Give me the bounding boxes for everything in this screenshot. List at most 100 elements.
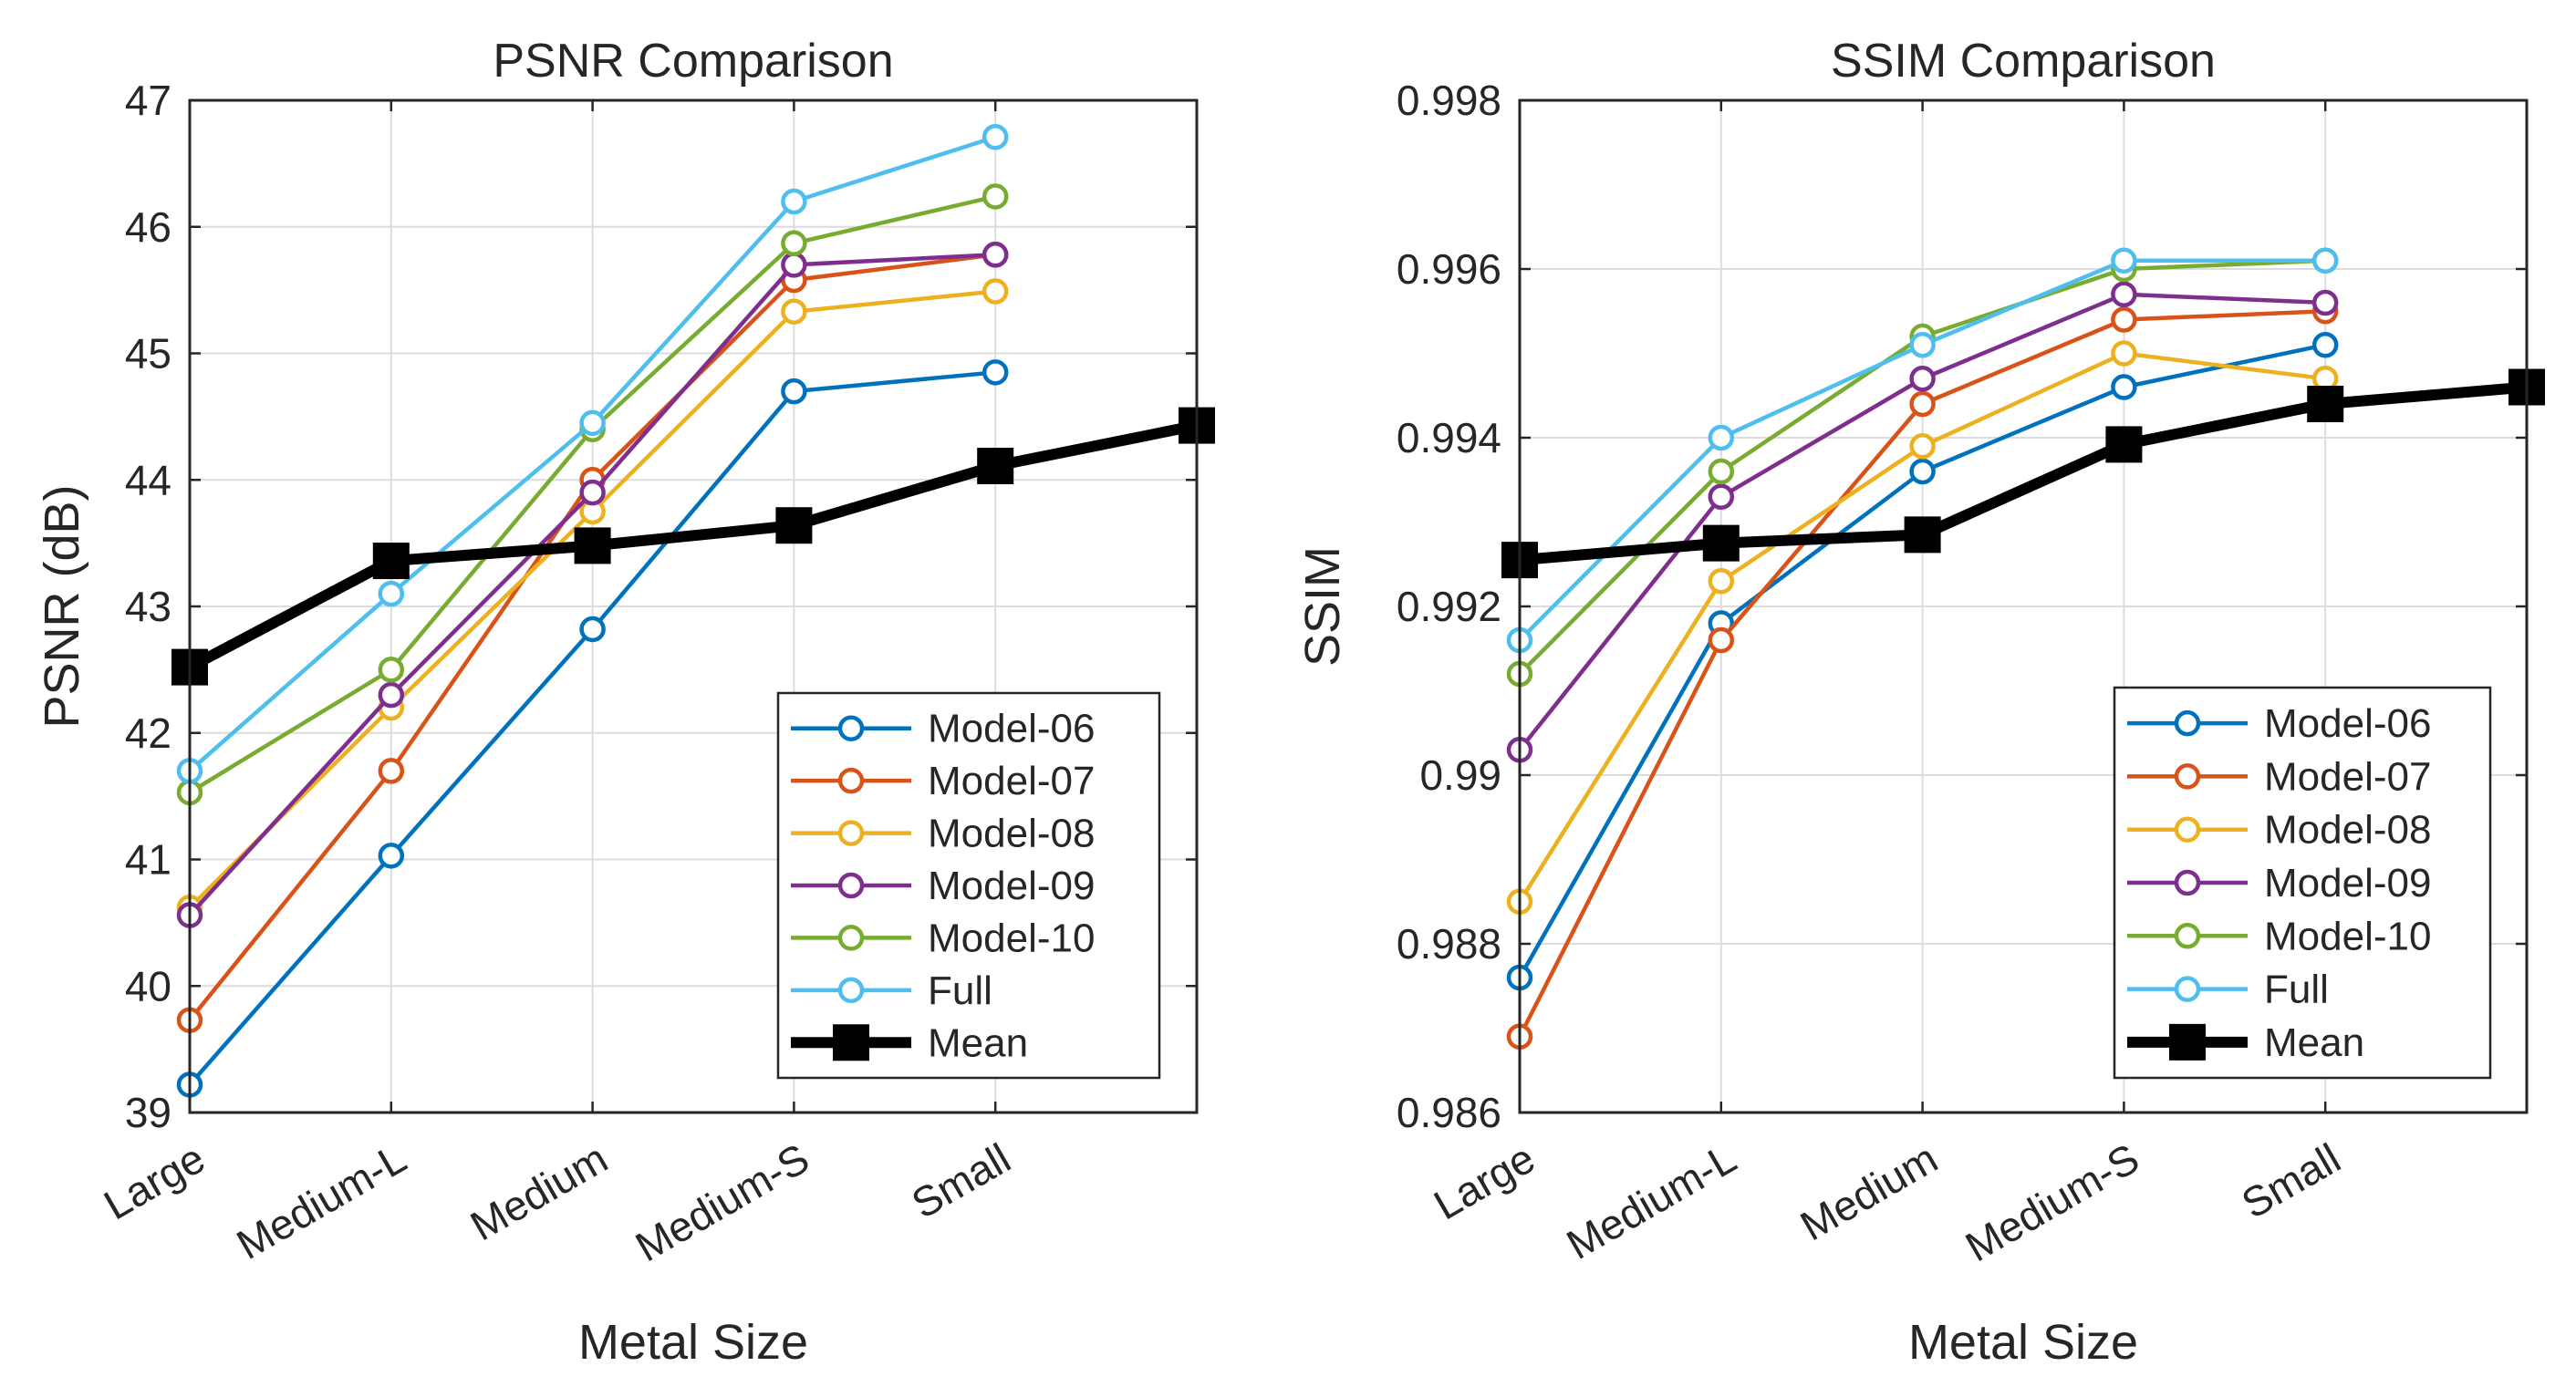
ssim-chart-title: SSIM Comparison [1831, 35, 2216, 88]
psnr-series-model-06 [176, 359, 1009, 1098]
psnr-legend-marker [837, 872, 865, 899]
psnr-legend-item-full: Full [791, 968, 992, 1013]
psnr-data-point [781, 230, 807, 257]
ssim-data-point [2111, 374, 2137, 400]
ssim-mean-marker [1702, 524, 1740, 562]
psnr-legend-item-mean: Mean [791, 1020, 1028, 1065]
psnr-legend-marker [837, 767, 865, 794]
ssim-data-point [1909, 433, 1936, 460]
ssim-y-tick-label: 0.996 [1397, 245, 1501, 293]
ssim-mean-marker [2105, 426, 2143, 463]
ssim-data-point [1708, 424, 1735, 451]
ssim-y-axis-label: SSIM [1295, 546, 1350, 667]
psnr-y-tick-label: 43 [125, 583, 171, 630]
ssim-y-tick-label: 0.992 [1397, 583, 1501, 630]
psnr-y-tick-label: 39 [125, 1089, 171, 1136]
ssim-y-tick-label: 0.986 [1397, 1089, 1501, 1136]
ssim-data-point [2111, 340, 2137, 367]
psnr-data-point [378, 681, 405, 709]
ssim-y-tick-label: 0.99 [1419, 751, 1501, 799]
psnr-y-tick-label: 41 [125, 836, 171, 884]
psnr-data-point [579, 616, 606, 643]
ssim-data-point [1909, 332, 1936, 358]
psnr-data-point [378, 657, 405, 683]
psnr-legend-label: Model-07 [928, 759, 1095, 803]
psnr-data-point [378, 580, 405, 607]
ssim-data-point [2111, 306, 2137, 333]
ssim-legend-marker [2174, 763, 2201, 790]
psnr-mean-marker [372, 543, 410, 580]
ssim-mean-marker [2307, 386, 2344, 422]
psnr-data-point [982, 183, 1009, 210]
psnr-mean-marker [775, 507, 813, 544]
psnr-legend-item-model-10: Model-10 [791, 916, 1095, 960]
psnr-data-point [781, 298, 807, 325]
ssim-data-point [2311, 247, 2339, 274]
ssim-data-point [2111, 281, 2137, 307]
ssim-y-tick-label: 0.998 [1397, 77, 1501, 124]
ssim-data-point [1708, 568, 1735, 595]
ssim-data-point [1708, 483, 1735, 510]
psnr-series-mean [171, 407, 1215, 686]
ssim-legend-label: Full [2264, 968, 2329, 1012]
ssim-mean-marker [1904, 516, 1941, 554]
psnr-y-tick-label: 40 [125, 962, 171, 1009]
psnr-data-point [982, 123, 1009, 150]
ssim-legend-item-model-10: Model-10 [2127, 914, 2431, 958]
ssim-y-tick-label: 0.988 [1397, 920, 1501, 968]
ssim-legend-label: Model-08 [2264, 808, 2431, 853]
psnr-legend-marker [837, 977, 865, 1004]
ssim-legend-marker [2174, 976, 2201, 1002]
ssim-legend: Model-06 Model-07 Model-08 Model-09 Model-10… [2113, 686, 2492, 1080]
psnr-series [171, 123, 1215, 1098]
psnr-chart-title: PSNR Comparison [493, 35, 893, 88]
psnr-data-point [579, 409, 606, 437]
psnr-series-model-08 [176, 278, 1009, 921]
ssim-legend-marker [2174, 869, 2201, 896]
ssim-legend-label: Model-06 [2264, 701, 2431, 746]
ssim-data-point [1708, 626, 1735, 654]
psnr-y-tick-label: 45 [125, 330, 171, 378]
psnr-legend: Model-06 Model-07 Model-08 Model-09 Model-10… [776, 691, 1161, 1080]
psnr-legend-marker [837, 925, 865, 951]
ssim-legend-item-model-08: Model-08 [2127, 808, 2431, 853]
ssim-legend-marker [2174, 923, 2201, 949]
psnr-data-point [781, 378, 807, 405]
psnr-legend-label: Mean [928, 1020, 1028, 1065]
ssim-legend-item-mean: Mean [2127, 1020, 2364, 1065]
psnr-mean-marker [574, 527, 611, 564]
ssim-legend-item-full: Full [2127, 968, 2329, 1012]
ssim-y-tick-label: 0.994 [1397, 414, 1501, 461]
psnr-y-tick-label: 44 [125, 456, 171, 503]
psnr-y-tick-label: 46 [125, 203, 171, 251]
psnr-legend-label: Model-09 [928, 864, 1095, 908]
ssim-data-point [2311, 332, 2339, 358]
psnr-data-point [378, 758, 405, 784]
ssim-legend-item-model-09: Model-09 [2127, 861, 2431, 906]
ssim-legend-marker [2174, 709, 2201, 737]
ssim-legend-item-model-07: Model-07 [2127, 754, 2431, 799]
ssim-series-line [1519, 381, 2528, 566]
ssim-series-full [1506, 247, 2339, 654]
ssim-legend-label: Mean [2264, 1020, 2364, 1065]
psnr-data-point [781, 252, 807, 278]
ssim-x-axis-label: Metal Size [1908, 1315, 2138, 1370]
ssim-data-point [2311, 289, 2339, 316]
ssim-legend-marker [2174, 816, 2201, 843]
psnr-data-point [781, 188, 807, 215]
psnr-legend-marker [833, 1024, 869, 1061]
psnr-data-point [982, 242, 1009, 268]
ssim-data-point [2111, 247, 2137, 274]
ssim-legend-marker [2169, 1023, 2206, 1061]
psnr-y-tick-label: 42 [125, 709, 171, 757]
ssim-data-point [1909, 366, 1936, 392]
psnr-legend-label: Model-06 [928, 707, 1095, 751]
ssim-series [1501, 247, 2545, 1050]
psnr-series-model-09 [176, 242, 1009, 928]
psnr-data-point [378, 843, 405, 869]
psnr-legend-item-model-08: Model-08 [791, 812, 1095, 856]
psnr-legend-item-model-09: Model-09 [791, 864, 1095, 908]
psnr-series-line [187, 419, 1199, 672]
ssim-legend-label: Model-07 [2264, 754, 2431, 799]
